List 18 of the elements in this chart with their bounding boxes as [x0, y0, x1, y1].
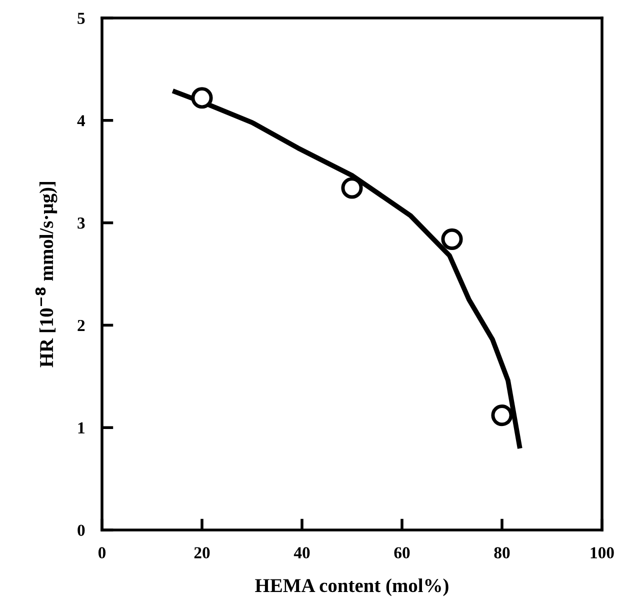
y-tick-label: 1 — [78, 422, 84, 434]
x-tick-label: 100 — [590, 547, 614, 558]
point — [491, 404, 513, 426]
x-tick-label: 20 — [194, 547, 210, 558]
y-tick-label: 3 — [78, 218, 85, 229]
x-tick-label: 60 — [394, 547, 410, 558]
y-tick-label: 2 — [78, 320, 85, 331]
x-tick-label: 80 — [494, 547, 510, 558]
x-tick-label: 0 — [98, 547, 106, 558]
point — [191, 87, 213, 109]
x-axis-title: HEMA content (mol%) — [255, 578, 448, 596]
y-tick-label: 0 — [78, 524, 85, 536]
point — [441, 228, 463, 250]
y-axis-title: HR [10$^{−8}$ mmol/s·μg)] — [35, 182, 58, 368]
y-tick-label: 5 — [78, 12, 85, 24]
point — [341, 177, 363, 199]
y-tick-label: 4 — [77, 115, 86, 126]
x-tick-label: 40 — [294, 547, 310, 558]
